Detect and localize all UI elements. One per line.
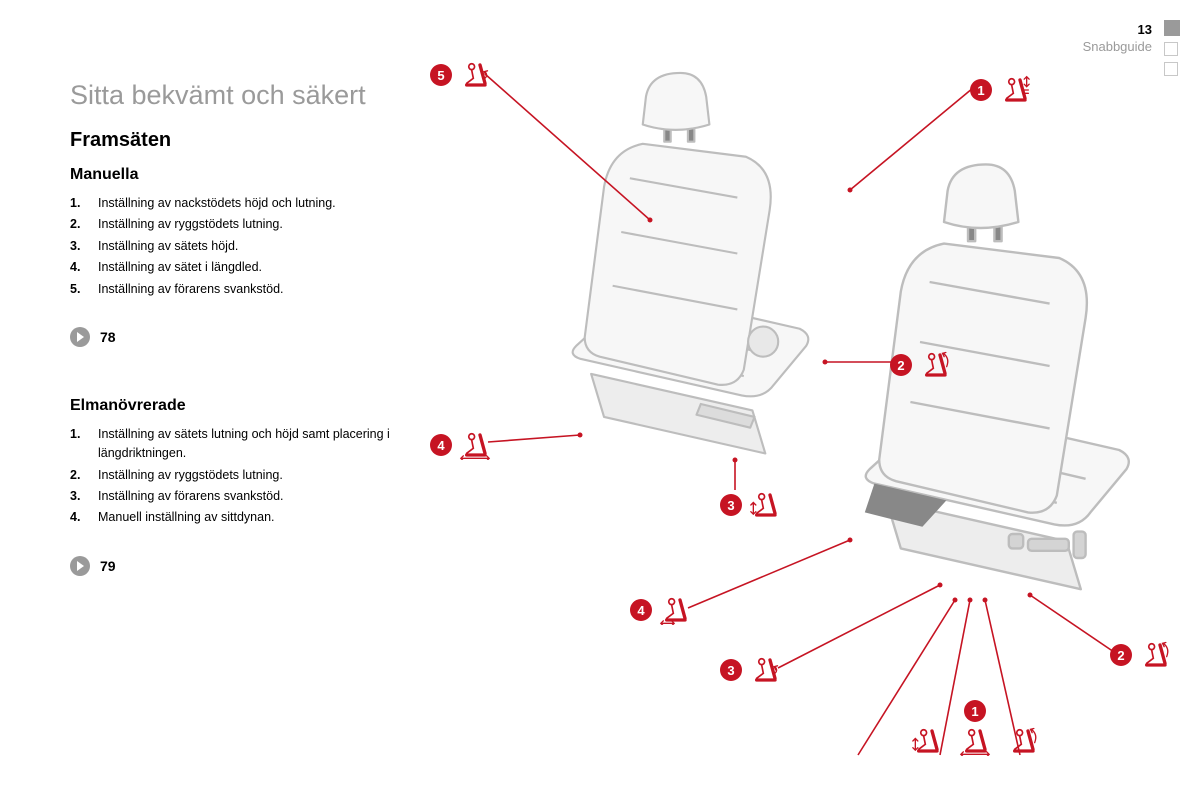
manual-list: 1.Inställning av nackstödets höjd och lu… [70,194,410,299]
callout-badge: 5 [430,64,452,86]
diagram-area: 5 1 2 4 3 2 4 3 1 [430,40,1170,780]
adjust-recline-icon [918,350,952,380]
callout: 3 [720,655,782,685]
list-item-text: Inställning av förarens svankstöd. [98,487,284,506]
callout-badge: 4 [430,434,452,456]
list-item-number: 2. [70,466,98,485]
callout-badge: 2 [1110,644,1132,666]
list-item-number: 4. [70,258,98,277]
adjust-recline-icon [1138,640,1172,670]
list-item: 3.Inställning av sätets höjd. [70,237,410,256]
adjust-lumbar-icon [748,655,782,685]
list-item-text: Inställning av sätet i längdled. [98,258,262,277]
electric-list: 1.Inställning av sätets lutning och höjd… [70,425,410,528]
list-item-number: 1. [70,194,98,213]
adjust-slide-icon [458,430,492,460]
list-item: 4.Manuell inställning av sittdynan. [70,508,410,527]
page-title: Sitta bekvämt och säkert [70,80,410,111]
page-ref-number: 78 [100,329,116,345]
callout: 1 [910,700,1040,756]
page-ref-number: 79 [100,558,116,574]
page-ref-manual: 78 [70,327,410,347]
list-item: 2.Inställning av ryggstödets lutning. [70,215,410,234]
callout: 5 [430,60,492,90]
callout-badge: 1 [964,700,986,722]
callout: 1 [970,75,1032,105]
page-ref-icon [70,327,90,347]
callout: 2 [1110,640,1172,670]
callout-badge: 1 [970,79,992,101]
list-item-text: Inställning av ryggstödets lutning. [98,466,283,485]
list-item-text: Inställning av nackstödets höjd och lutn… [98,194,336,213]
list-item: 2.Inställning av ryggstödets lutning. [70,466,410,485]
adjust-lumbar-icon [458,60,492,90]
list-item-text: Manuell inställning av sittdynan. [98,508,275,527]
seat-illustration [800,150,1160,630]
adjust-recline-icon [1006,726,1040,756]
callout-badge: 4 [630,599,652,621]
list-item-number: 3. [70,237,98,256]
list-item-number: 3. [70,487,98,506]
list-item-text: Inställning av ryggstödets lutning. [98,215,283,234]
list-item: 1.Inställning av sätets lutning och höjd… [70,425,410,464]
page-number: 13 [1083,22,1152,37]
list-item-number: 4. [70,508,98,527]
page-ref-electric: 79 [70,556,410,576]
page-ref-icon [70,556,90,576]
adjust-height-icon [910,726,944,756]
adjust-headrest-icon [998,75,1032,105]
list-item-number: 1. [70,425,98,464]
callout: 2 [890,350,952,380]
list-item-text: Inställning av sätets lutning och höjd s… [98,425,410,464]
list-item-number: 2. [70,215,98,234]
callout-badge: 2 [890,354,912,376]
callout: 3 [720,490,782,520]
list-item-text: Inställning av sätets höjd. [98,237,238,256]
electric-heading: Elmanövrerade [70,397,410,415]
manual-heading: Manuella [70,166,410,184]
adjust-slide-icon [958,726,992,756]
callout: 4 [430,430,492,460]
list-item: 1.Inställning av nackstödets höjd och lu… [70,194,410,213]
list-item: 4.Inställning av sätet i längdled. [70,258,410,277]
list-item-number: 5. [70,280,98,299]
subtitle: Framsäten [70,129,410,152]
callout-badge: 3 [720,494,742,516]
adjust-cushion-icon [658,595,692,625]
list-item-text: Inställning av förarens svankstöd. [98,280,284,299]
callout-badge: 3 [720,659,742,681]
tab-mark-active [1164,20,1180,36]
adjust-height-icon [748,490,782,520]
callout: 4 [630,595,692,625]
list-item: 5.Inställning av förarens svankstöd. [70,280,410,299]
text-column: Sitta bekvämt och säkert Framsäten Manue… [70,80,410,626]
list-item: 3.Inställning av förarens svankstöd. [70,487,410,506]
